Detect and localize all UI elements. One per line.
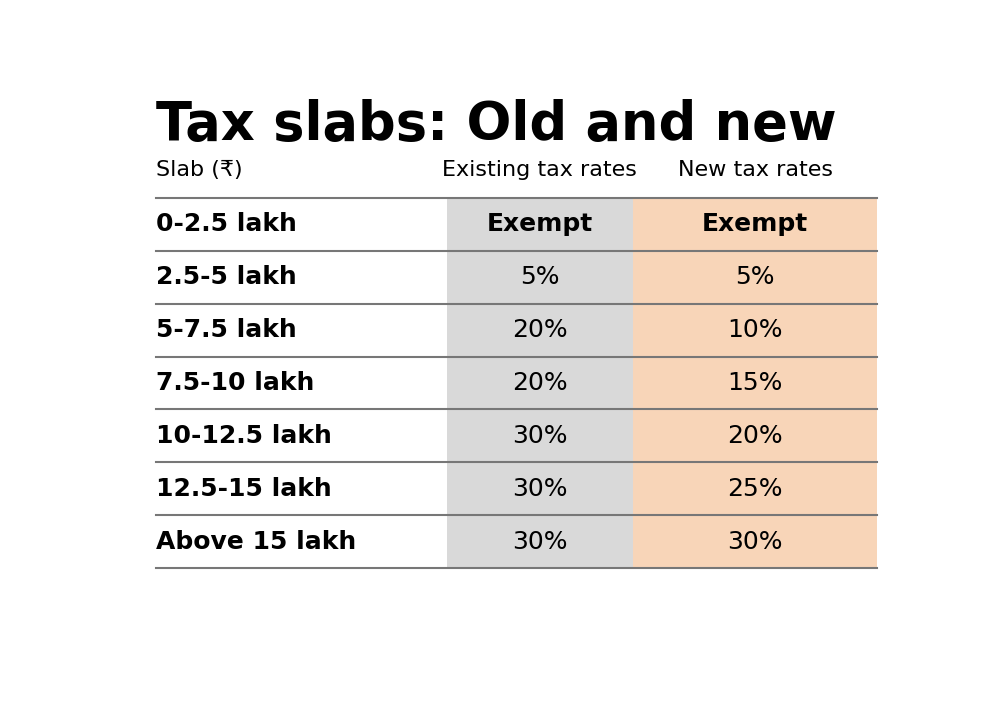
Text: 0-2.5 lakh: 0-2.5 lakh: [156, 212, 297, 236]
Text: 5%: 5%: [520, 265, 559, 289]
Bar: [633, 303, 877, 357]
Bar: [447, 198, 633, 251]
Bar: [447, 357, 633, 409]
Text: 7.5-10 lakh: 7.5-10 lakh: [156, 371, 314, 395]
Text: 25%: 25%: [727, 477, 783, 501]
Bar: [633, 515, 877, 568]
Text: 30%: 30%: [512, 477, 567, 501]
Text: Existing tax rates: Existing tax rates: [442, 160, 637, 180]
Text: 2.5-5 lakh: 2.5-5 lakh: [156, 265, 297, 289]
Bar: [447, 251, 633, 303]
Text: New tax rates: New tax rates: [678, 160, 833, 180]
Bar: [633, 409, 877, 462]
Bar: [633, 462, 877, 515]
Text: 5-7.5 lakh: 5-7.5 lakh: [156, 318, 297, 342]
Text: Exempt: Exempt: [486, 212, 593, 236]
Text: 12.5-15 lakh: 12.5-15 lakh: [156, 477, 332, 501]
Text: 10%: 10%: [727, 318, 783, 342]
Bar: [447, 409, 633, 462]
Text: 20%: 20%: [512, 371, 567, 395]
Bar: [447, 462, 633, 515]
Text: 20%: 20%: [727, 424, 783, 448]
Text: 5%: 5%: [735, 265, 775, 289]
Bar: [633, 251, 877, 303]
Text: 10-12.5 lakh: 10-12.5 lakh: [156, 424, 332, 448]
Text: Tax slabs: Old and new: Tax slabs: Old and new: [156, 99, 837, 151]
Text: Exempt: Exempt: [702, 212, 808, 236]
Bar: [447, 303, 633, 357]
Text: Above 15 lakh: Above 15 lakh: [156, 530, 356, 554]
Text: 30%: 30%: [727, 530, 783, 554]
Bar: [633, 357, 877, 409]
Bar: [447, 515, 633, 568]
Bar: [633, 198, 877, 251]
Text: 20%: 20%: [512, 318, 567, 342]
Text: 15%: 15%: [727, 371, 783, 395]
Text: 30%: 30%: [512, 424, 567, 448]
Text: 30%: 30%: [512, 530, 567, 554]
Text: Slab (₹): Slab (₹): [156, 160, 243, 180]
